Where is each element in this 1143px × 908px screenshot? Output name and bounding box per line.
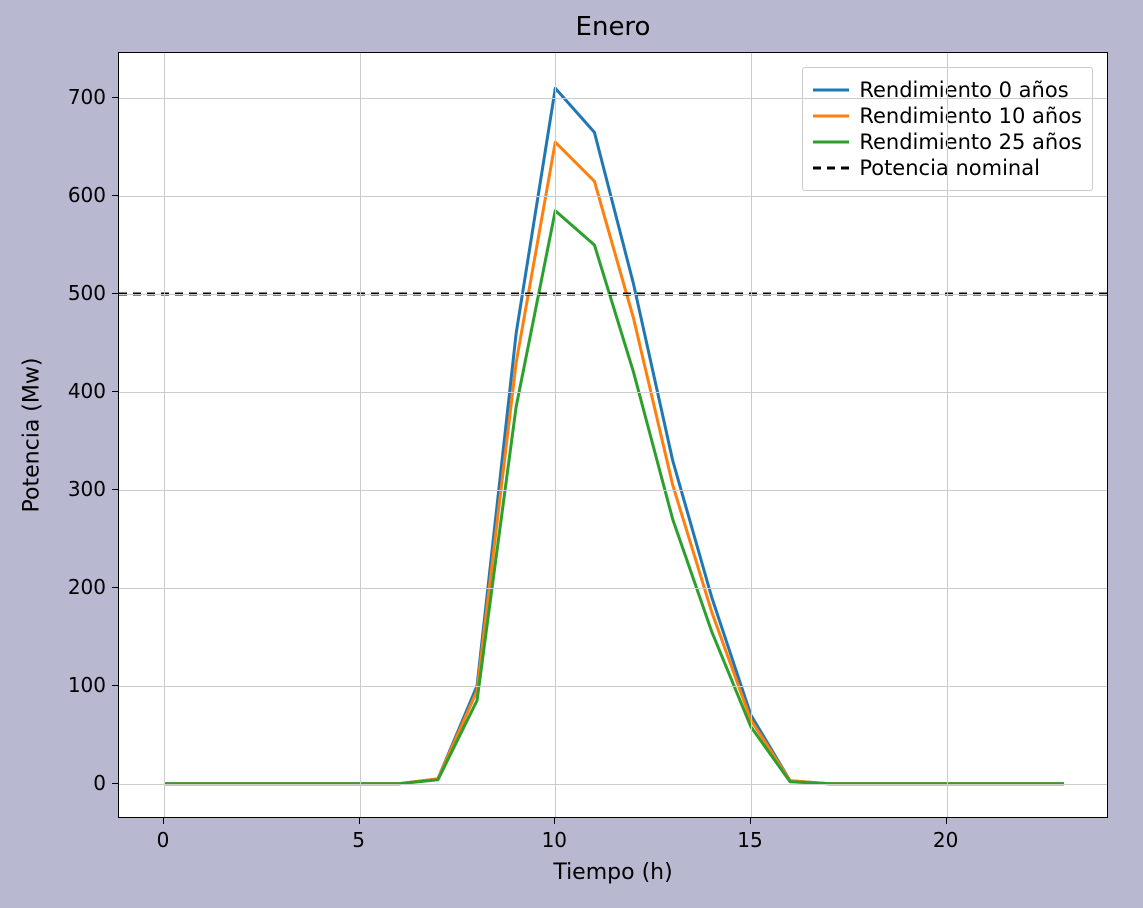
y-tick bbox=[112, 97, 118, 98]
grid-line bbox=[119, 784, 1107, 785]
x-tick bbox=[163, 818, 164, 824]
x-axis-label: Tiempo (h) bbox=[553, 860, 672, 885]
grid-line bbox=[119, 392, 1107, 393]
y-tick-label: 600 bbox=[68, 183, 106, 207]
series-line bbox=[164, 211, 1064, 784]
y-axis-label: Potencia (Mw) bbox=[20, 358, 45, 513]
x-tick bbox=[554, 818, 555, 824]
legend-swatch bbox=[813, 133, 849, 151]
grid-line bbox=[555, 53, 556, 817]
series-line bbox=[164, 88, 1064, 783]
plot-area: Rendimiento 0 añosRendimiento 10 añosRen… bbox=[118, 52, 1108, 818]
chart-title: Enero bbox=[576, 12, 651, 42]
grid-line bbox=[119, 294, 1107, 295]
grid-line bbox=[119, 196, 1107, 197]
legend-label: Rendimiento 25 años bbox=[859, 130, 1082, 154]
grid-line bbox=[119, 490, 1107, 491]
grid-line bbox=[119, 686, 1107, 687]
y-tick-label: 0 bbox=[93, 771, 106, 795]
legend-item: Rendimiento 10 años bbox=[813, 104, 1082, 128]
grid-line bbox=[164, 53, 165, 817]
series-line bbox=[164, 142, 1064, 784]
legend-item: Potencia nominal bbox=[813, 156, 1082, 180]
grid-line bbox=[360, 53, 361, 817]
legend-item: Rendimiento 25 años bbox=[813, 130, 1082, 154]
y-tick bbox=[112, 195, 118, 196]
legend: Rendimiento 0 añosRendimiento 10 añosRen… bbox=[802, 67, 1093, 191]
x-tick-label: 20 bbox=[933, 828, 958, 852]
grid-line bbox=[119, 98, 1107, 99]
y-tick-label: 200 bbox=[68, 575, 106, 599]
legend-swatch bbox=[813, 107, 849, 125]
y-tick-label: 400 bbox=[68, 379, 106, 403]
x-tick-label: 5 bbox=[352, 828, 365, 852]
y-tick bbox=[112, 685, 118, 686]
y-tick-label: 700 bbox=[68, 85, 106, 109]
grid-line bbox=[751, 53, 752, 817]
y-tick bbox=[112, 783, 118, 784]
y-tick-label: 100 bbox=[68, 673, 106, 697]
x-tick bbox=[750, 818, 751, 824]
y-tick bbox=[112, 587, 118, 588]
legend-swatch bbox=[813, 159, 849, 177]
grid-line bbox=[119, 588, 1107, 589]
legend-label: Rendimiento 10 años bbox=[859, 104, 1082, 128]
legend-label: Potencia nominal bbox=[859, 156, 1040, 180]
legend-swatch bbox=[813, 81, 849, 99]
x-tick-label: 15 bbox=[737, 828, 762, 852]
y-tick bbox=[112, 293, 118, 294]
x-tick bbox=[946, 818, 947, 824]
figure: Enero Tiempo (h) Potencia (Mw) Rendimien… bbox=[0, 0, 1143, 908]
y-tick bbox=[112, 391, 118, 392]
y-tick-label: 500 bbox=[68, 281, 106, 305]
y-tick bbox=[112, 489, 118, 490]
y-tick-label: 300 bbox=[68, 477, 106, 501]
x-tick bbox=[359, 818, 360, 824]
x-tick-label: 0 bbox=[157, 828, 170, 852]
x-tick-label: 10 bbox=[542, 828, 567, 852]
grid-line bbox=[947, 53, 948, 817]
